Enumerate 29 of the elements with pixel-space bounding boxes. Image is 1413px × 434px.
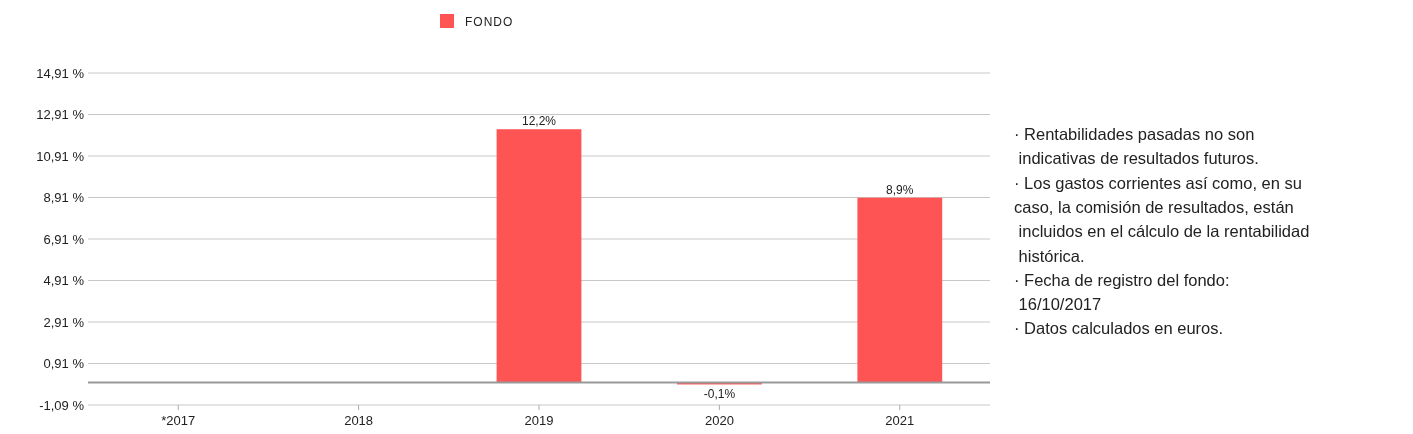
- y-tick-label: 8,91 %: [43, 190, 85, 206]
- text: 16/10/2017: [1014, 295, 1102, 314]
- legend-label: FONDO: [465, 15, 514, 29]
- text: · Datos calculados en euros.: [1014, 319, 1224, 338]
- y-tick-label: -1,09 %: [39, 397, 85, 413]
- bar: [496, 129, 582, 383]
- data-label: 8,9%: [886, 182, 914, 197]
- y-tick-label: 2,91 %: [43, 314, 85, 330]
- bar: [857, 197, 943, 383]
- text: histórica.: [1014, 246, 1085, 265]
- data-label: 12,2%: [521, 114, 557, 129]
- x-tick-label: 2018: [344, 413, 374, 429]
- data-label: -0,1%: [703, 387, 736, 402]
- text: caso, la comisión de resultados, están: [1014, 197, 1294, 216]
- text: indicativas de resultados futuros.: [1014, 149, 1259, 168]
- text: incluidos en el cálculo de la rentabilidad: [1014, 222, 1310, 241]
- x-tick-label: 2021: [885, 413, 915, 429]
- text: · Rentabilidades pasadas no son: [1014, 125, 1255, 143]
- y-tick-label: 0,91 %: [43, 356, 85, 372]
- x-tick-label: 2019: [524, 413, 554, 429]
- x-tick-label: *2017: [161, 413, 196, 429]
- text: · Los gastos corrientes así como, en su: [1014, 173, 1302, 192]
- y-tick-label: 4,91 %: [43, 273, 85, 289]
- text: · Fecha de registro del fondo:: [1014, 270, 1230, 289]
- y-tick-label: 12,91 %: [36, 107, 85, 123]
- y-tick-label: 14,91 %: [36, 65, 85, 81]
- y-tick-label: 6,91 %: [43, 231, 85, 247]
- x-tick-label: 2020: [704, 413, 734, 429]
- y-tick-label: 10,91 %: [36, 148, 85, 164]
